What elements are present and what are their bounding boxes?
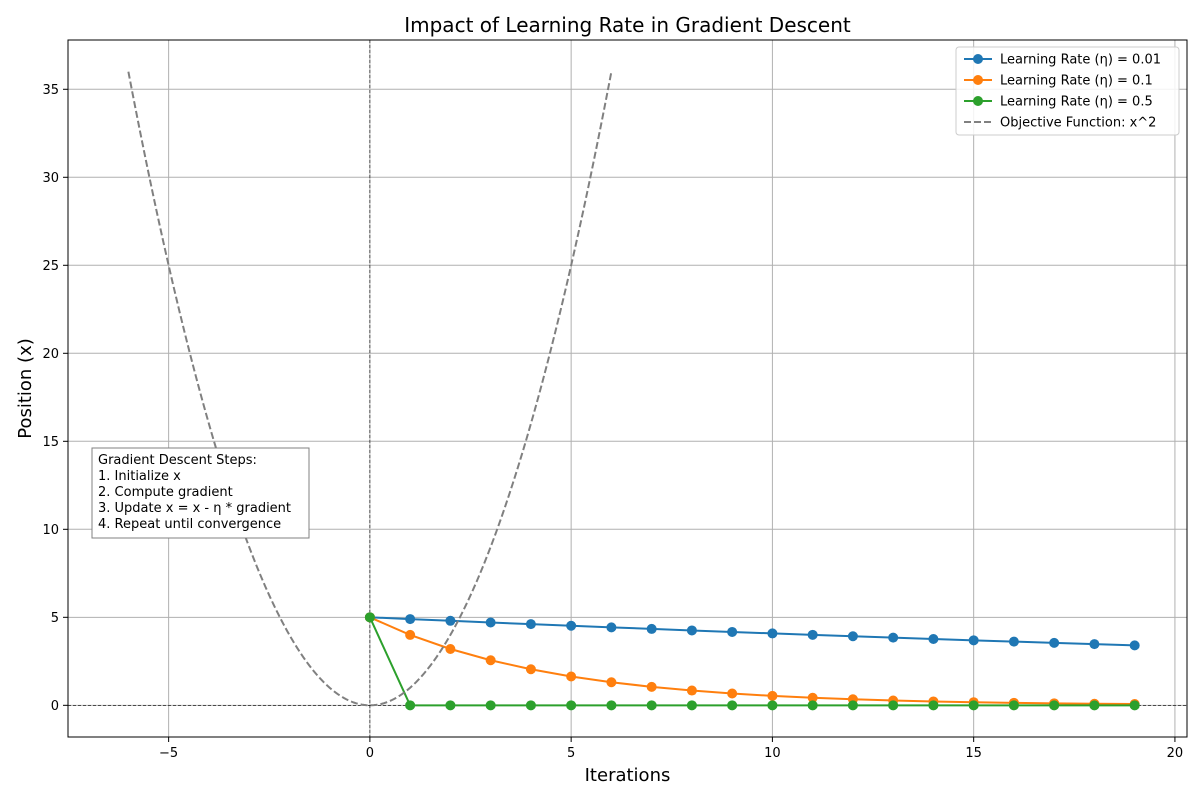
series-line-3 <box>368 616 1135 707</box>
series-line-objective-function <box>127 71 613 707</box>
legend: Learning Rate (η) = 0.01 Learning Rate (η… <box>955 46 1180 136</box>
data-point <box>606 700 617 711</box>
data-point <box>807 692 818 703</box>
data-point <box>1049 700 1060 711</box>
axis-ticks: −5 0 5 10 15 20 0 5 10 15 20 25 30 35 <box>42 83 1183 761</box>
data-point <box>445 700 456 711</box>
data-point <box>566 671 577 682</box>
data-point <box>686 685 697 696</box>
data-point <box>525 664 536 675</box>
data-point <box>767 700 778 711</box>
annotation-line: Gradient Descent Steps: <box>98 453 257 468</box>
x-tick-label: 20 <box>1167 746 1184 761</box>
data-point <box>767 690 778 701</box>
legend-box <box>955 46 1180 136</box>
series-line-1 <box>369 616 1135 647</box>
data-point <box>445 615 456 626</box>
data-point <box>1089 700 1100 711</box>
data-point <box>888 632 899 643</box>
y-tick-label: 5 <box>51 611 59 626</box>
data-point <box>847 700 858 711</box>
y-tick-label: 0 <box>51 699 59 714</box>
steps-annotation: Gradient Descent Steps:1. Initialize x2.… <box>91 447 310 539</box>
data-point <box>566 700 577 711</box>
legend-entry: Objective Function: x^2 <box>1000 116 1156 131</box>
data-point <box>807 700 818 711</box>
data-point <box>888 700 899 711</box>
y-tick-label: 20 <box>42 347 59 362</box>
data-point <box>646 681 657 692</box>
data-point <box>807 629 818 640</box>
data-point <box>928 633 939 644</box>
series-layer <box>127 71 1140 711</box>
data-point <box>727 688 738 699</box>
data-point <box>646 700 657 711</box>
plot-frame <box>67 39 1188 738</box>
legend-entry: Learning Rate (η) = 0.5 <box>1000 95 1153 110</box>
data-point <box>727 626 738 637</box>
data-point <box>968 635 979 646</box>
data-point <box>1129 700 1140 711</box>
y-tick-label: 25 <box>42 259 59 274</box>
data-point <box>727 700 738 711</box>
data-point <box>405 614 416 625</box>
legend-marker <box>973 54 983 64</box>
legend-entry: Learning Rate (η) = 0.1 <box>1000 74 1153 89</box>
series-3 <box>364 612 1140 711</box>
legend-marker <box>973 75 983 85</box>
annotation-box <box>91 447 310 539</box>
annotation-line: 1. Initialize x <box>98 469 181 484</box>
x-axis-label: Iterations <box>585 765 671 786</box>
y-tick-label: 15 <box>42 435 59 450</box>
annotation-line: 2. Compute gradient <box>98 485 233 500</box>
data-point <box>485 655 496 666</box>
legend-marker <box>973 96 983 106</box>
data-point <box>445 643 456 654</box>
data-point <box>405 700 416 711</box>
chart-title: Impact of Learning Rate in Gradient Desc… <box>404 13 851 37</box>
data-point <box>767 628 778 639</box>
annotation-line: 3. Update x = x - η * gradient <box>98 501 291 516</box>
y-axis-label: Position (x) <box>15 338 36 439</box>
data-point <box>928 700 939 711</box>
y-tick-label: 10 <box>42 523 59 538</box>
data-point <box>485 617 496 628</box>
data-point <box>1089 639 1100 650</box>
x-tick-label: 5 <box>567 746 575 761</box>
data-point <box>1129 640 1140 651</box>
x-tick-label: 10 <box>764 746 781 761</box>
data-point <box>1008 636 1019 647</box>
data-point <box>405 629 416 640</box>
data-point <box>485 700 496 711</box>
series-1 <box>364 612 1140 651</box>
y-tick-label: 30 <box>42 171 59 186</box>
y-tick-label: 35 <box>42 83 59 98</box>
data-point <box>686 625 697 636</box>
data-point <box>686 700 697 711</box>
data-point <box>1049 637 1060 648</box>
series-line-2 <box>369 616 1135 706</box>
data-point <box>968 700 979 711</box>
data-point <box>1008 700 1019 711</box>
x-tick-label: 15 <box>965 746 982 761</box>
data-point <box>566 620 577 631</box>
data-point <box>525 619 536 630</box>
legend-entry: Learning Rate (η) = 0.01 <box>1000 53 1161 68</box>
data-point <box>847 631 858 642</box>
data-point <box>646 623 657 634</box>
x-tick-label: −5 <box>159 746 178 761</box>
data-point <box>606 677 617 688</box>
data-point <box>606 622 617 633</box>
annotation-line: 4. Repeat until convergence <box>98 517 281 532</box>
x-tick-label: 0 <box>366 746 374 761</box>
data-point <box>525 700 536 711</box>
data-point <box>364 612 375 623</box>
